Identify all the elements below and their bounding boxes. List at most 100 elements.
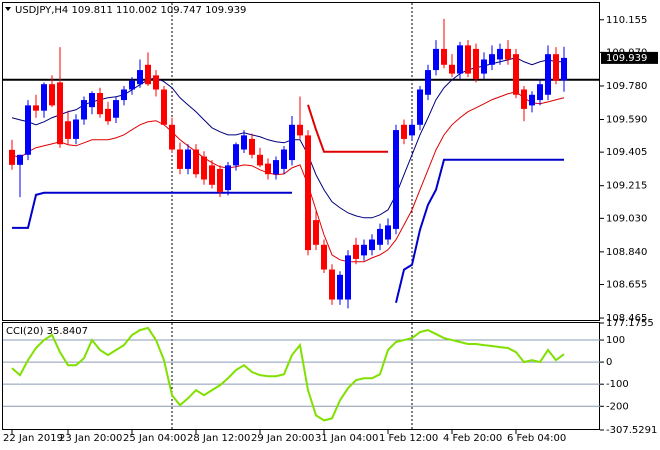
candle-body — [393, 130, 399, 229]
y-tick-label: 109.405 — [606, 147, 647, 158]
candle-body — [121, 89, 127, 101]
x-tick-label: 1 Feb 12:00 — [379, 433, 438, 444]
candle-body — [273, 160, 279, 175]
candle-body — [353, 244, 359, 259]
y-tick-label: 0 — [606, 357, 612, 368]
x-tick-label: 29 Jan 20:00 — [251, 433, 314, 444]
chart-title: USDJPY,H4 109.811 110.002 109.747 109.93… — [15, 5, 246, 16]
y-tick-label: 109.780 — [606, 81, 647, 92]
candle-body — [425, 70, 431, 95]
indicator-title: CCI(20) 35.8407 — [6, 326, 88, 337]
candle-body — [225, 165, 231, 191]
candle-body — [241, 135, 247, 150]
candle-body — [193, 149, 199, 175]
candle-body — [9, 149, 15, 165]
candle-body — [233, 144, 239, 166]
x-tick-label: 4 Feb 20:00 — [443, 433, 502, 444]
y-tick-label: 177.1755 — [606, 318, 654, 329]
candle-body — [361, 244, 367, 256]
candle-body — [57, 82, 63, 145]
price-box — [601, 51, 658, 64]
candle-body — [401, 124, 407, 139]
candle-body — [481, 59, 487, 74]
candle-body — [41, 84, 47, 111]
main-panel — [2, 2, 600, 321]
candle-body — [529, 94, 535, 106]
cci-line — [11, 326, 565, 422]
candle-body — [153, 75, 159, 90]
candle-body — [545, 54, 551, 95]
x-tick-label: 22 Jan 2019 — [3, 433, 63, 444]
indicator-line — [12, 191, 292, 229]
price-label: 109.939 — [606, 53, 647, 64]
candle-body — [321, 244, 327, 270]
y-tick-label: 109.030 — [606, 213, 647, 224]
x-tick-label: 28 Jan 12:00 — [187, 433, 250, 444]
menu-arrow — [5, 7, 11, 11]
candle-body — [385, 225, 391, 240]
candle-body — [257, 154, 263, 166]
candle-body — [345, 255, 351, 300]
y-tick-label: 109.590 — [606, 114, 647, 125]
candle-body — [449, 64, 455, 74]
y-tick-label: -100 — [606, 379, 629, 390]
candle-body — [177, 149, 183, 169]
candle-body — [201, 156, 207, 180]
candle-body — [457, 45, 463, 74]
candle-body — [105, 108, 111, 122]
candle-body — [17, 154, 23, 165]
candle-body — [145, 64, 151, 85]
x-tick-label: 31 Jan 04:00 — [315, 433, 378, 444]
candle-body — [49, 84, 55, 106]
candle-body — [25, 105, 31, 155]
y-tick-label: 100 — [606, 335, 625, 346]
candle-body — [209, 165, 215, 185]
candle-body — [441, 48, 447, 65]
candle-body — [281, 149, 287, 169]
candle-body — [265, 163, 271, 175]
candle-body — [73, 119, 79, 139]
x-tick-label: 6 Feb 04:00 — [507, 433, 566, 444]
candle-body — [137, 70, 143, 85]
candle-body — [505, 48, 511, 60]
indicator-line — [395, 158, 564, 303]
candle-body — [297, 124, 303, 136]
candle-body — [97, 93, 103, 115]
candle-body — [473, 48, 479, 79]
candle-body — [369, 239, 375, 251]
candle-body — [113, 100, 119, 118]
candle-body — [465, 45, 471, 74]
y-tick-label: 108.655 — [606, 280, 647, 291]
candle-body — [305, 135, 311, 251]
candle-body — [329, 269, 335, 300]
candle-body — [513, 54, 519, 95]
y-tick-label: -200 — [606, 401, 629, 412]
y-tick-label: 108.840 — [606, 247, 647, 258]
candle-body — [161, 89, 167, 125]
candle-body — [289, 124, 295, 161]
candle-body — [249, 138, 255, 155]
candle-body — [313, 220, 319, 245]
indicator-line — [307, 104, 388, 153]
candle-body — [489, 54, 495, 65]
y-tick-label: -307.5291 — [606, 425, 657, 436]
candle-body — [553, 54, 559, 81]
candle-body — [185, 149, 191, 169]
candle-body — [409, 124, 415, 136]
candle-body — [537, 84, 543, 101]
candle-body — [433, 48, 439, 71]
candle-body — [129, 80, 135, 90]
candle-body — [561, 57, 567, 81]
candle-body — [217, 168, 223, 192]
candle-body — [417, 89, 423, 125]
candle-body — [33, 105, 39, 111]
candle-body — [377, 228, 383, 245]
y-tick-label: 110.155 — [606, 15, 647, 26]
candle-body — [497, 48, 503, 60]
candle-body — [169, 124, 175, 150]
candle-body — [65, 121, 71, 139]
indicator-line — [11, 57, 564, 219]
x-tick-label: 25 Jan 04:00 — [123, 433, 186, 444]
cci-panel — [2, 322, 600, 430]
